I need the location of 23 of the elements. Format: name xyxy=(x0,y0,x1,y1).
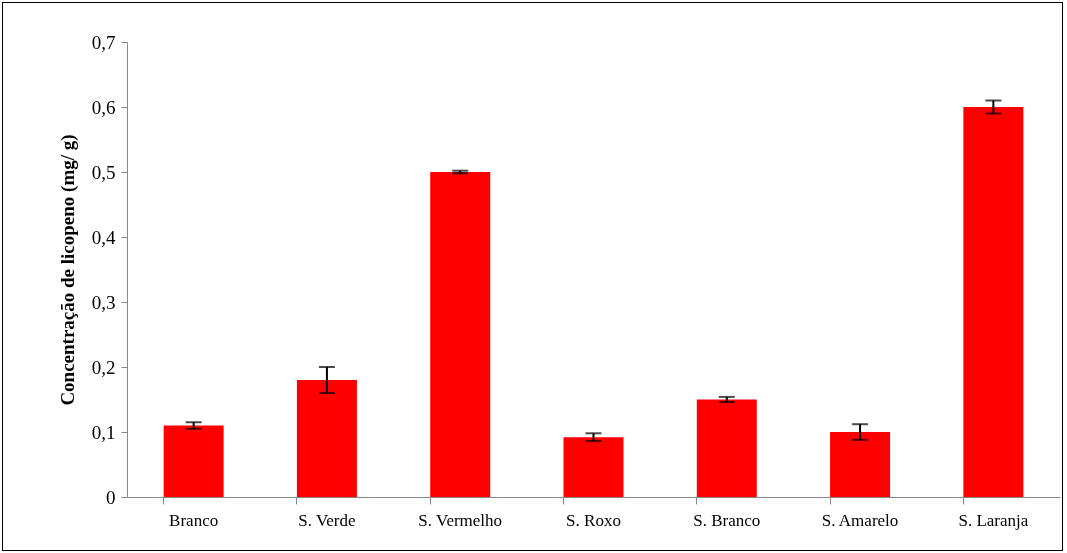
bar xyxy=(963,107,1024,497)
x-tick-label: S. Branco xyxy=(693,510,761,530)
bar xyxy=(430,172,491,497)
y-tick-label: 0,3 xyxy=(91,291,116,313)
x-tick-label: S. Verde xyxy=(298,510,356,530)
x-tick-label: S. Laranja xyxy=(958,510,1029,530)
y-tick-label: 0,2 xyxy=(91,356,116,378)
bar xyxy=(830,432,891,497)
bar xyxy=(296,380,357,497)
bar xyxy=(563,437,624,497)
y-tick-label: 0,5 xyxy=(91,161,116,183)
x-tick-label: Branco xyxy=(169,510,219,530)
y-tick-label: 0 xyxy=(106,486,116,508)
y-axis-title: Concentração de licopeno (mg/ g) xyxy=(56,134,79,406)
x-tick-label: S. Vermelho xyxy=(418,510,503,530)
x-tick-label: S. Roxo xyxy=(566,510,621,530)
x-tick-label: S. Amarelo xyxy=(821,510,899,530)
y-tick-label: 0,4 xyxy=(91,226,116,248)
y-tick-label: 0,7 xyxy=(91,31,116,53)
y-tick-label: 0,1 xyxy=(91,421,116,443)
bar xyxy=(163,425,224,497)
bar xyxy=(696,399,757,497)
y-tick-label: 0,6 xyxy=(91,96,116,118)
